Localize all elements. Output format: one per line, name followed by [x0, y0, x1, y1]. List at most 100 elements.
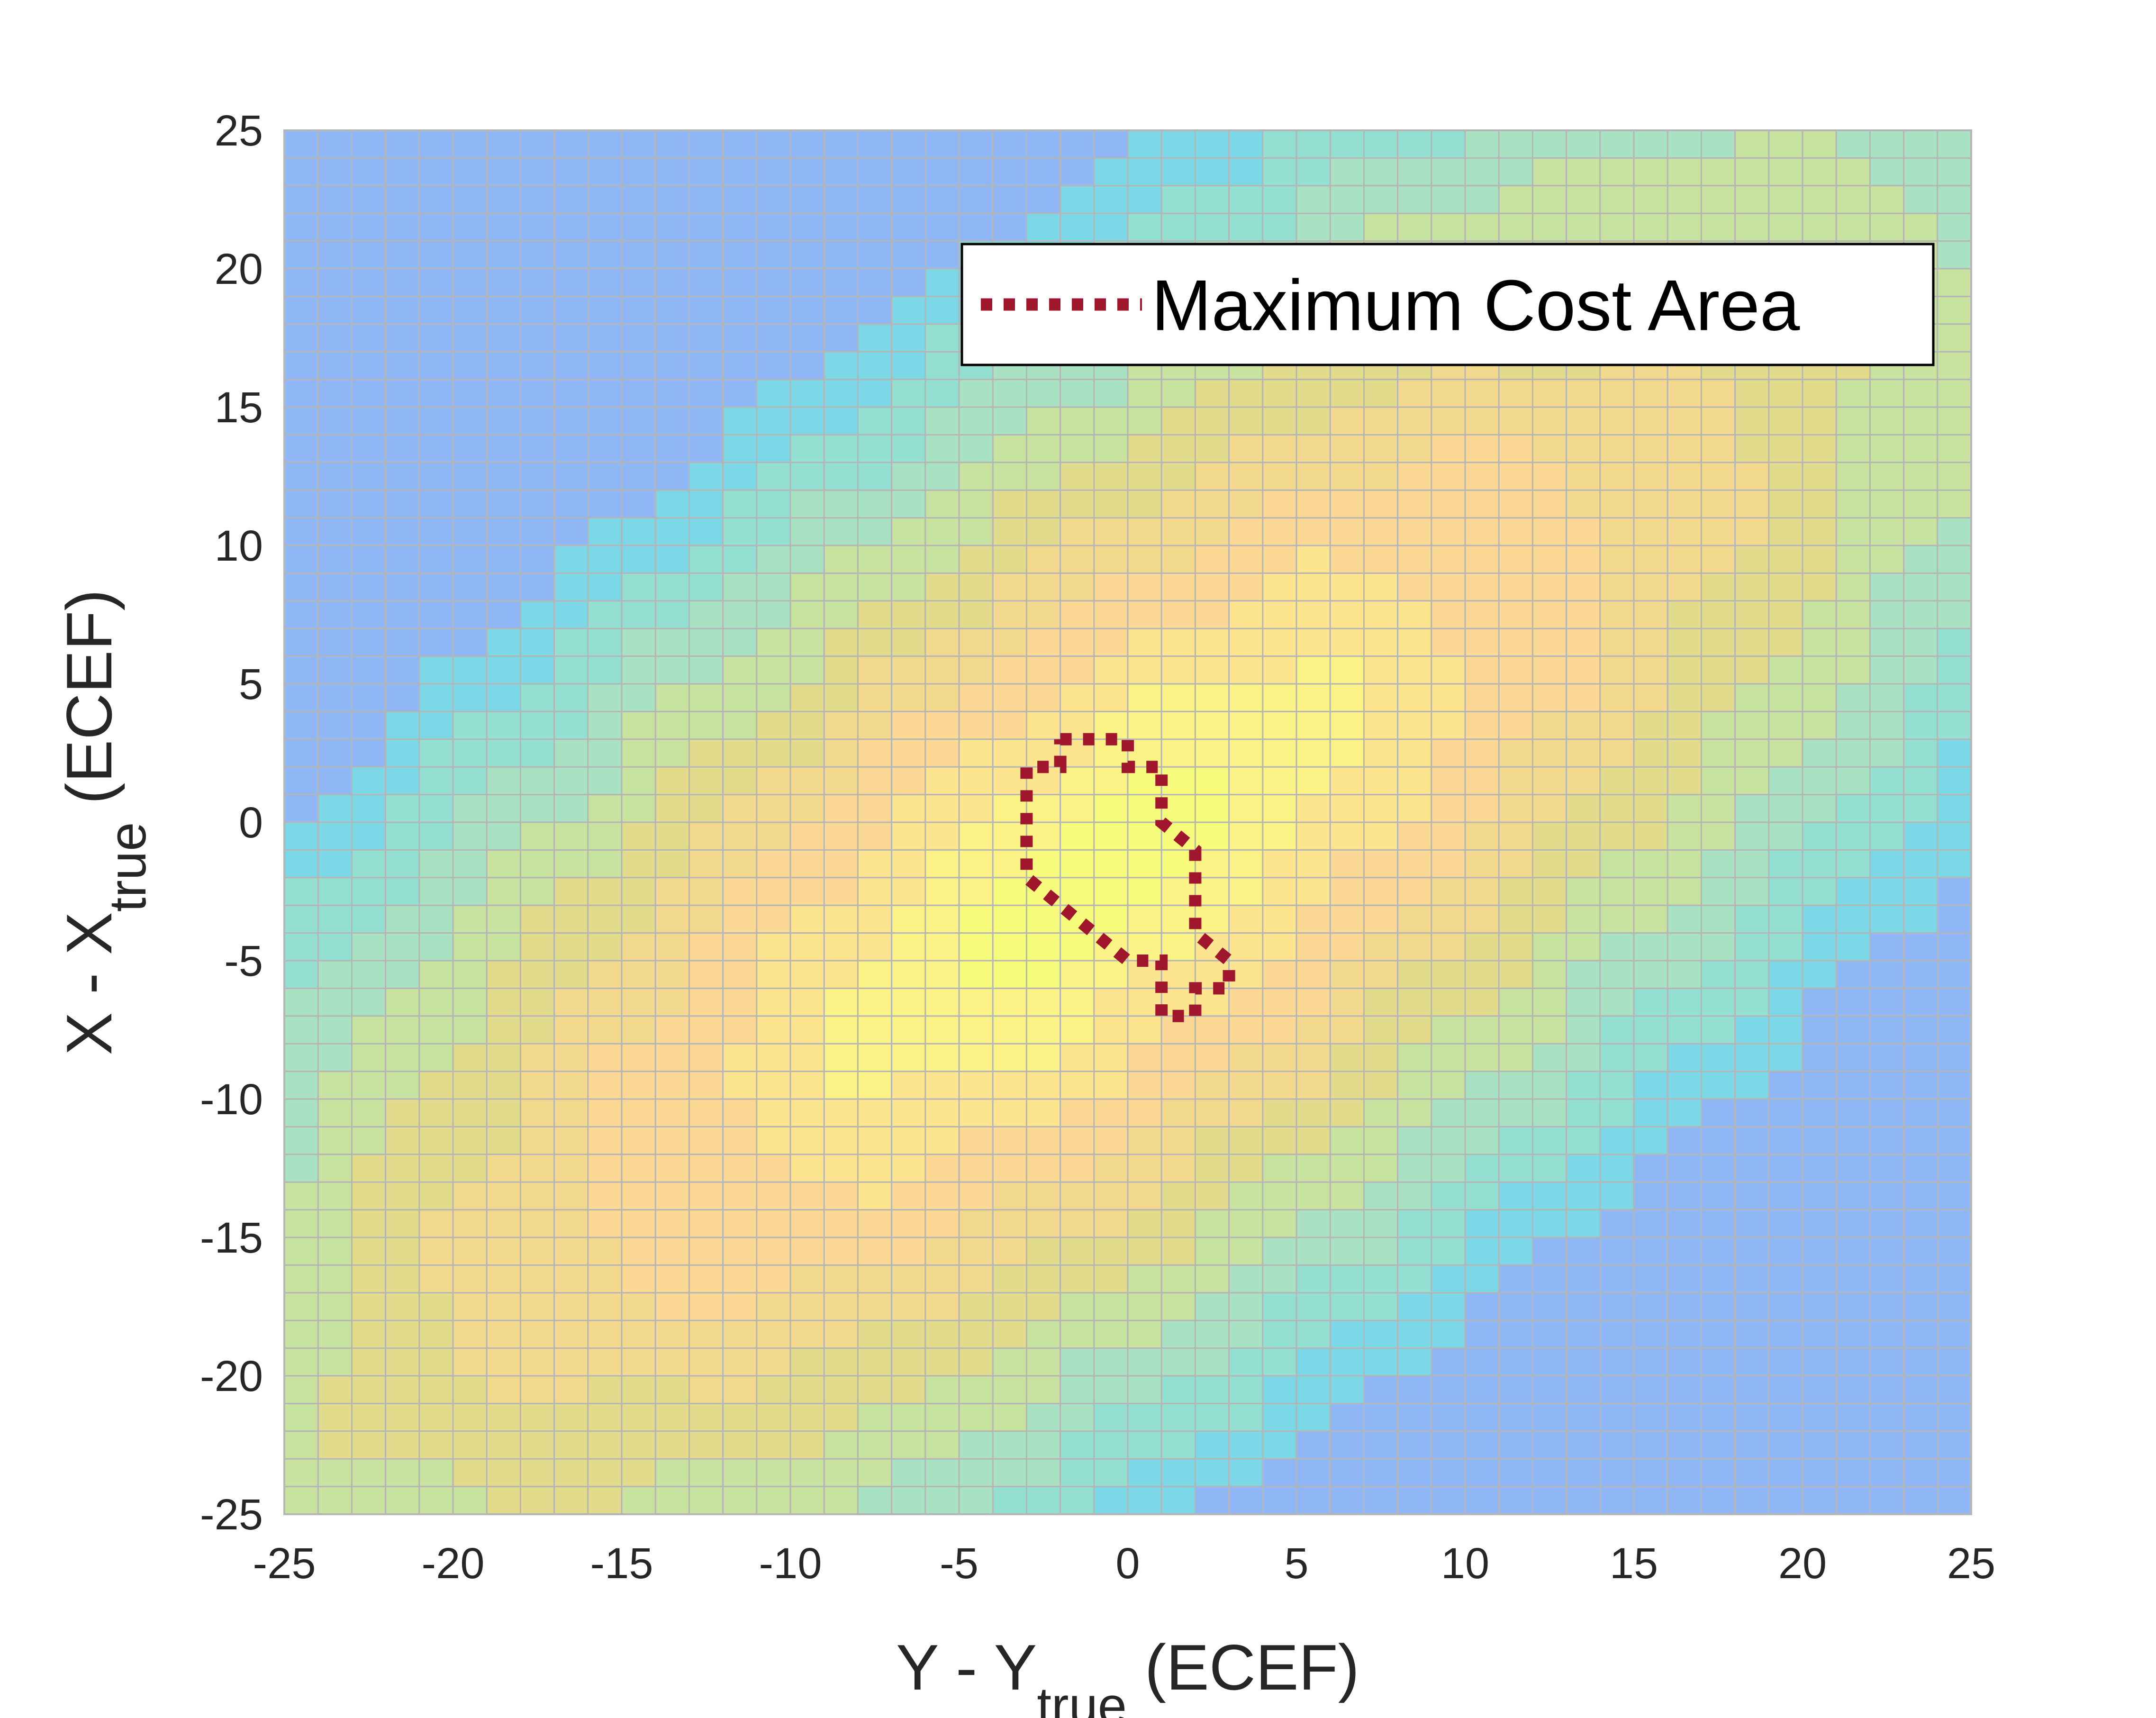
heatmap-cell [487, 1459, 521, 1487]
heatmap-cell [925, 1292, 959, 1321]
heatmap-cell [858, 158, 892, 186]
heatmap-cell [1768, 1320, 1803, 1348]
heatmap-cell [284, 573, 318, 601]
heatmap-cell [1634, 767, 1668, 795]
heatmap-cell [520, 296, 554, 324]
heatmap-cell [318, 1348, 352, 1376]
heatmap-cell [1128, 905, 1162, 933]
heatmap-cell [1701, 711, 1735, 739]
heatmap-cell [318, 1320, 352, 1348]
heatmap-cell [993, 1237, 1027, 1265]
heatmap-cell [1128, 462, 1162, 491]
heatmap-cell [1431, 1376, 1465, 1404]
heatmap-cell [1701, 213, 1735, 241]
heatmap-cell [1634, 822, 1668, 850]
heatmap-cell [1026, 1292, 1060, 1321]
heatmap-cell [1431, 1044, 1465, 1072]
heatmap-cell [1532, 1099, 1567, 1127]
heatmap-cell [622, 877, 656, 906]
heatmap-cell [1128, 1071, 1162, 1099]
heatmap-cell [790, 324, 824, 352]
heatmap-cell [453, 1127, 487, 1154]
heatmap-cell [959, 988, 993, 1016]
heatmap-cell [858, 1071, 892, 1099]
heatmap-cell [1870, 545, 1904, 573]
heatmap-cell [1128, 1459, 1162, 1487]
heatmap-cell [1667, 822, 1702, 850]
heatmap-cell [1195, 213, 1229, 241]
x-tick-label: 5 [1284, 1539, 1308, 1588]
heatmap-cell [1937, 1099, 1971, 1127]
heatmap-cell [554, 1154, 588, 1182]
heatmap-cell [1566, 1486, 1600, 1514]
heatmap-cell [1566, 1320, 1600, 1348]
heatmap-cell [891, 1182, 925, 1210]
heatmap-cell [858, 379, 892, 407]
heatmap-cell [284, 711, 318, 739]
heatmap-cell [1431, 185, 1465, 214]
heatmap-cell [622, 1182, 656, 1210]
heatmap-cell [385, 379, 419, 407]
heatmap-cell [1128, 822, 1162, 850]
heatmap-cell [1566, 1016, 1600, 1044]
heatmap-cell [1768, 1459, 1803, 1487]
heatmap-cell [655, 490, 689, 518]
heatmap-cell [1532, 573, 1567, 601]
heatmap-cell [1937, 490, 1971, 518]
heatmap-cell [1262, 600, 1296, 629]
heatmap-cell [689, 1320, 723, 1348]
heatmap-cell [1161, 600, 1196, 629]
heatmap-cell [1296, 213, 1331, 241]
heatmap-cell [1229, 1348, 1263, 1376]
heatmap-cell [352, 739, 386, 767]
heatmap-cell [1870, 130, 1904, 158]
heatmap-cell [858, 1431, 892, 1459]
heatmap-cell [655, 296, 689, 324]
heatmap-cell [352, 1071, 386, 1099]
heatmap-cell [1330, 1071, 1364, 1099]
heatmap-cell [1330, 462, 1364, 491]
heatmap-cell [1161, 1431, 1196, 1459]
heatmap-cell [1262, 822, 1296, 850]
heatmap-cell [453, 352, 487, 380]
heatmap-cell [1330, 656, 1364, 684]
heatmap-cell [1229, 877, 1263, 906]
heatmap-cell [1532, 822, 1567, 850]
heatmap-cell [756, 241, 790, 269]
heatmap-cell [622, 600, 656, 629]
heatmap-cell [1937, 1237, 1971, 1265]
heatmap-cell [1768, 158, 1803, 186]
heatmap-cell [756, 296, 790, 324]
heatmap-cell [1262, 1209, 1296, 1237]
heatmap-cell [1195, 1071, 1229, 1099]
heatmap-cell [1499, 1431, 1533, 1459]
heatmap-cell [1870, 435, 1904, 463]
heatmap-cell [1229, 1486, 1263, 1514]
heatmap-cell [622, 1348, 656, 1376]
heatmap-cell [520, 1348, 554, 1376]
heatmap-cell [959, 545, 993, 573]
heatmap-cell [959, 435, 993, 463]
heatmap-cell [1499, 407, 1533, 435]
heatmap-cell [959, 573, 993, 601]
heatmap-cell [318, 379, 352, 407]
heatmap-cell [1195, 1237, 1229, 1265]
heatmap-cell [1667, 1127, 1702, 1154]
heatmap-cell [284, 600, 318, 629]
heatmap-cell [1735, 877, 1769, 906]
heatmap-cell [723, 739, 757, 767]
heatmap-cell [487, 905, 521, 933]
heatmap-cell [1566, 130, 1600, 158]
heatmap-cell [1397, 684, 1431, 712]
heatmap-cell [1600, 545, 1634, 573]
heatmap-cell [1600, 1348, 1634, 1376]
heatmap-cell [723, 1265, 757, 1293]
heatmap-cell [1735, 1459, 1769, 1487]
heatmap-cell [891, 1237, 925, 1265]
heatmap-cell [1600, 1099, 1634, 1127]
heatmap-cell [588, 296, 622, 324]
heatmap-cell [352, 545, 386, 573]
heatmap-cell [1026, 1044, 1060, 1072]
heatmap-cell [1431, 1459, 1465, 1487]
heatmap-cell [487, 1071, 521, 1099]
